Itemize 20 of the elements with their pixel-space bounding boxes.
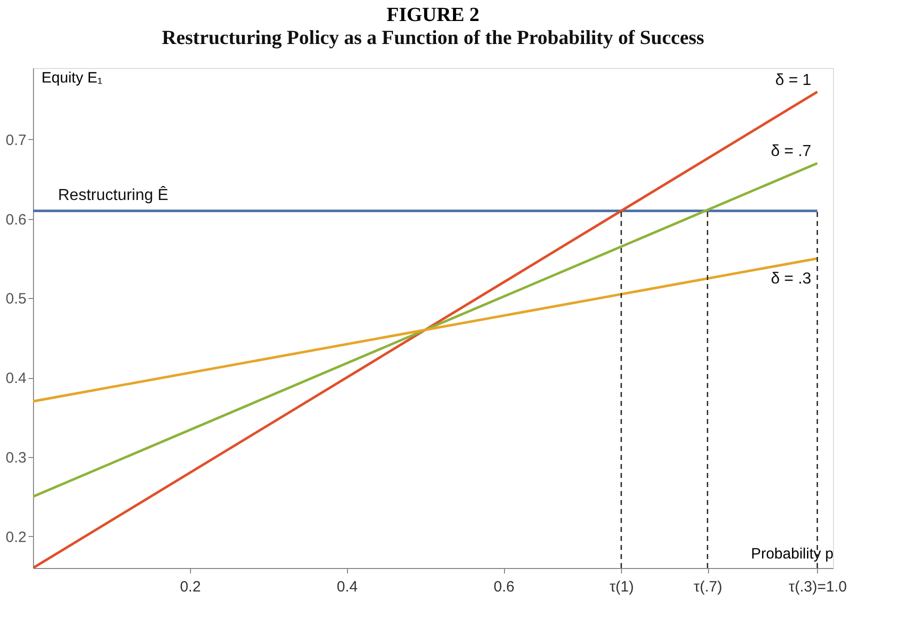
y-tick-label: 0.2 <box>6 528 26 546</box>
y-tick-label: 0.5 <box>6 290 26 308</box>
x-tick-label: τ(.7) <box>694 578 722 596</box>
series-label: δ = .7 <box>770 143 812 160</box>
x-tick-label: τ(.3)=1.0 <box>788 578 847 596</box>
x-tick-label: 0.6 <box>494 578 515 596</box>
y-tick-label: 0.4 <box>6 370 26 388</box>
chart-title: FIGURE 2 <box>386 4 480 26</box>
x-tick-label: τ(1) <box>610 578 634 596</box>
series-label: Restructuring Ê <box>58 186 168 204</box>
x-tick-label: 0.2 <box>180 578 201 596</box>
y-tick-label: 0.6 <box>6 211 26 228</box>
x-tick-label: 0.4 <box>336 578 358 596</box>
y-tick-label: 0.3 <box>6 449 26 466</box>
series-label: δ = .3 <box>770 270 812 288</box>
y-tick-label: 0.7 <box>6 132 26 149</box>
chart-subtitle: Restructuring Policy as a Function of the Probability of Success <box>162 27 704 49</box>
y-axis-title: Equity E₁ <box>42 70 102 86</box>
x-axis-title: Probability p <box>750 546 834 562</box>
series-label: δ = 1 <box>775 72 812 89</box>
